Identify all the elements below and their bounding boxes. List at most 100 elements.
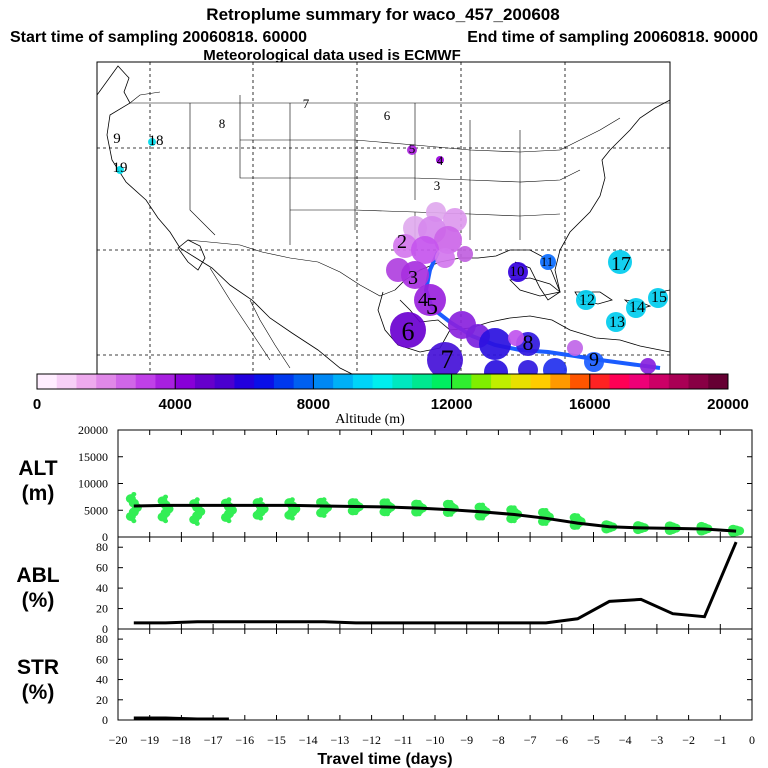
map-day-label: 10	[510, 264, 525, 280]
y-tick-label: 80	[96, 540, 108, 554]
colorbar-cell	[530, 374, 551, 389]
map-day-label: 5	[409, 141, 416, 156]
plume-marker	[457, 246, 473, 262]
colorbar-cell	[629, 374, 650, 389]
alt-point	[511, 518, 517, 524]
colorbar-cell	[471, 374, 492, 389]
map-day-label: 8	[219, 116, 226, 131]
plume-marker	[584, 352, 604, 372]
plume-marker	[608, 250, 632, 274]
colorbar-cell	[313, 374, 334, 389]
x-tick-label: −1	[714, 733, 727, 747]
colorbar-cell	[412, 374, 433, 389]
time-series-panels: 20000150001000050000ALT(m)806040200ABL(%…	[16, 423, 755, 768]
end-time-label: End time of sampling 20060818. 90000	[467, 29, 758, 46]
colorbar-tick-label: 0	[33, 396, 41, 413]
colorbar-cell	[668, 374, 690, 389]
colorbar-tick-label: 12000	[431, 396, 473, 413]
colorbar-cell	[609, 374, 630, 389]
x-tick-label: −6	[555, 733, 568, 747]
colorbar-cell	[155, 374, 176, 389]
plume-marker	[393, 234, 417, 258]
start-time-label: Start time of sampling 20060818. 60000	[10, 29, 307, 46]
map-day-label: 3	[408, 267, 418, 289]
y-tick-label: 20	[96, 693, 108, 707]
colorbar-cell	[688, 374, 709, 389]
colorbar-cell	[96, 374, 117, 389]
abl-line	[133, 541, 738, 625]
plume-marker	[543, 358, 567, 374]
colorbar-cell	[175, 374, 196, 389]
plume-marker	[436, 156, 444, 164]
plume-marker	[606, 312, 626, 332]
plume-marker	[443, 208, 467, 232]
map-borders	[129, 91, 670, 369]
x-tick-label: −13	[331, 733, 350, 747]
panel-frame	[117, 536, 753, 630]
panel-label-top: STR	[17, 656, 59, 679]
map-day-label: 4	[418, 289, 428, 311]
x-tick-label: −8	[492, 733, 505, 747]
y-tick-label: 0	[102, 622, 108, 636]
y-tick-label: 40	[96, 673, 108, 687]
colorbar-tick-label: 16000	[569, 396, 611, 413]
colorbar-tick-label: 4000	[159, 396, 192, 413]
alt-point	[480, 516, 486, 521]
x-tick-label: −20	[109, 733, 128, 747]
alt-point	[606, 527, 612, 533]
x-tick-label: −5	[587, 733, 600, 747]
colorbar-cell	[254, 374, 275, 389]
y-tick-label: 80	[96, 632, 108, 646]
colorbar-cell	[135, 374, 156, 389]
y-tick-label: 0	[102, 713, 108, 727]
colorbar-cell	[589, 374, 611, 389]
alt-point	[638, 528, 644, 533]
plume-marker	[518, 360, 538, 374]
x-tick-label: −18	[172, 733, 191, 747]
y-tick-label: 40	[96, 581, 108, 595]
y-tick-label: 60	[96, 561, 108, 575]
panel-frame	[117, 429, 753, 538]
colorbar-xlabel: Altitude (m)	[335, 412, 405, 427]
colorbar-cell	[37, 374, 58, 389]
map-day-label: 6	[402, 317, 415, 346]
map-day-label: 15	[651, 289, 667, 306]
panel-label-top: ALT	[18, 457, 57, 480]
map-day-label: 17	[611, 253, 631, 275]
alt-point	[543, 521, 549, 526]
alt-point	[321, 513, 327, 518]
colorbar-cell	[392, 374, 413, 389]
x-tick-label: −17	[204, 733, 223, 747]
map-day-label: 9	[589, 349, 599, 371]
alt-point	[289, 516, 295, 521]
colorbar-cell	[649, 374, 670, 389]
map-day-label: 3	[434, 178, 441, 193]
colorbar-cell	[550, 374, 571, 389]
x-tick-label: −11	[394, 733, 412, 747]
panel-label-bottom: (%)	[22, 589, 55, 612]
plume-marker	[479, 328, 511, 360]
y-tick-label: 20000	[78, 423, 108, 437]
x-tick-label: −4	[619, 733, 632, 747]
alt-point	[163, 518, 169, 524]
plume-marker	[648, 288, 668, 308]
met-data-label: Meteorological data used is ECMWF	[203, 47, 461, 64]
plume-marker	[435, 248, 455, 268]
y-tick-label: 60	[96, 652, 108, 666]
colorbar-cells	[37, 374, 729, 389]
plume-marker	[401, 261, 429, 289]
map-day-label: 8	[523, 330, 534, 355]
map-day-label: 19	[113, 160, 128, 176]
alt-point	[258, 516, 264, 521]
map-day-label: 5	[426, 294, 438, 320]
x-tick-label: 0	[749, 733, 755, 747]
alt-point	[384, 511, 390, 517]
colorbar-cell	[352, 374, 374, 389]
alt-point	[125, 511, 136, 521]
y-tick-label: 5000	[84, 503, 108, 517]
colorbar-cell	[431, 374, 453, 389]
altitude-colorbar: 0 4000 8000 12000 16000 20000 Altitude (m)	[33, 373, 749, 427]
x-tick-label: −15	[267, 733, 286, 747]
